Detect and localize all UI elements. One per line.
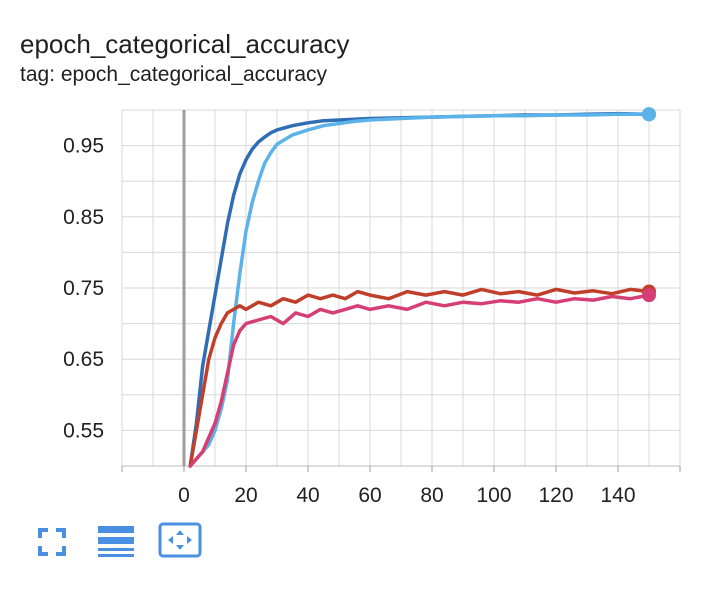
x-tick-label: 120 <box>538 484 573 507</box>
y-tick-label: 0.65 <box>63 348 104 371</box>
x-tick-label: 100 <box>476 484 511 507</box>
series-line-2 <box>188 112 651 468</box>
fullscreen-button[interactable] <box>30 520 74 564</box>
fit-domain-button[interactable] <box>158 520 202 564</box>
chart-title: epoch_categorical_accuracy <box>20 29 350 59</box>
series-end-markers <box>642 107 656 303</box>
series-end-point-2 <box>642 107 656 122</box>
series-line-4 <box>188 293 651 468</box>
series-line-1 <box>188 111 651 468</box>
chart-tag-subtitle: tag: epoch_categorical_accuracy <box>20 63 328 86</box>
x-tick-label: 20 <box>234 484 257 507</box>
x-tick-label: 140 <box>600 484 635 507</box>
fit-domain-icon <box>158 522 202 558</box>
series-line-3 <box>188 287 651 468</box>
y-tick-label: 0.95 <box>63 135 104 158</box>
data-selection-icon <box>98 526 134 557</box>
chart-series <box>188 111 651 468</box>
x-tick-label: 0 <box>178 484 190 507</box>
x-tick-label: 60 <box>358 484 381 507</box>
series-end-point-4 <box>642 288 656 303</box>
fullscreen-icon <box>38 528 66 556</box>
x-tick-label: 80 <box>420 484 443 507</box>
x-tick-labels: 0 20 40 60 80 100 120 140 <box>121 466 681 507</box>
y-tick-labels: 0.55 0.65 0.75 0.85 0.95 <box>63 135 104 443</box>
y-tick-label: 0.85 <box>63 206 104 229</box>
y-tick-label: 0.75 <box>63 277 104 300</box>
y-tick-label: 0.55 <box>63 419 104 442</box>
toggle-data-selection-button[interactable] <box>94 520 138 564</box>
chart-grid <box>121 109 681 466</box>
x-tick-label: 40 <box>296 484 319 507</box>
line-chart[interactable]: 0 20 40 60 80 100 120 140 0.55 0.65 0.75 0.85 0.95 <box>0 0 714 510</box>
chart-axes <box>122 110 680 467</box>
